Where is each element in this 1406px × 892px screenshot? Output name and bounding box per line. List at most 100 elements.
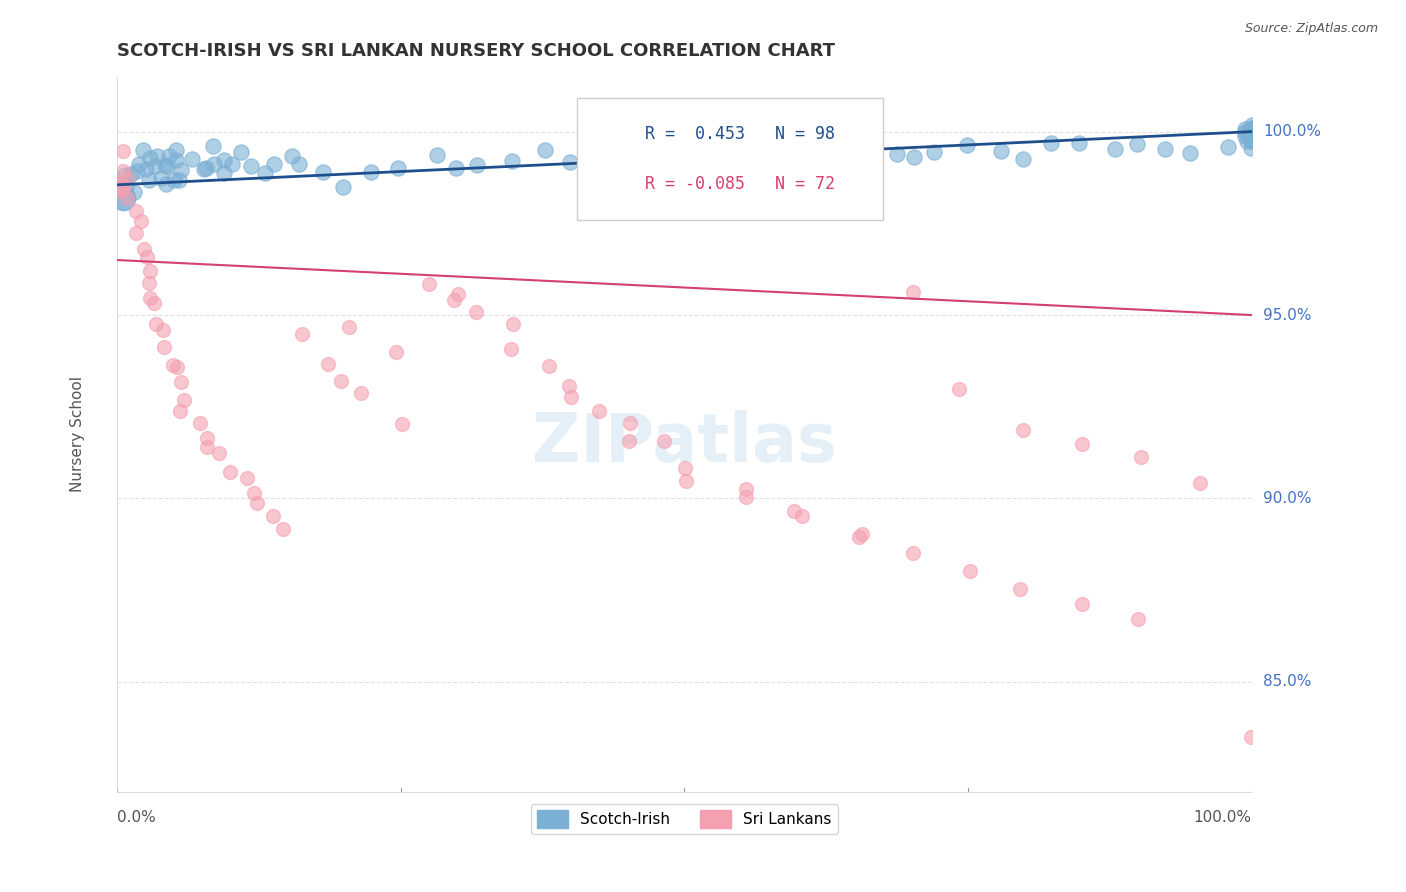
Point [790, 508, 813, 523]
Point [143, 159, 166, 173]
Point [538, 359, 561, 373]
Point [948, 382, 970, 396]
Point [1233, 122, 1256, 136]
Point [132, 144, 155, 158]
Point [619, 416, 641, 430]
Point [122, 186, 145, 200]
Point [501, 342, 523, 356]
Point [166, 359, 188, 374]
Point [135, 250, 157, 264]
Point [253, 166, 276, 180]
Point [125, 204, 148, 219]
Point [696, 142, 718, 156]
Point [1241, 120, 1264, 135]
Text: ZIPatlas: ZIPatlas [531, 410, 837, 476]
Point [155, 158, 177, 172]
Point [1130, 450, 1153, 465]
Point [332, 180, 354, 194]
Text: R = -0.085   N = 72: R = -0.085 N = 72 [644, 175, 835, 193]
Point [1244, 127, 1267, 141]
Point [273, 522, 295, 536]
Text: 95.0%: 95.0% [1263, 308, 1312, 323]
Point [242, 485, 264, 500]
Point [1241, 121, 1264, 136]
Point [193, 161, 215, 176]
Point [142, 296, 165, 310]
Point [188, 416, 211, 430]
Point [789, 138, 811, 153]
Point [734, 490, 756, 504]
Point [316, 357, 339, 371]
Point [114, 169, 136, 183]
Point [115, 171, 138, 186]
Point [581, 160, 603, 174]
Point [112, 163, 135, 178]
Point [125, 226, 148, 240]
Point [110, 179, 132, 194]
Point [169, 404, 191, 418]
Point [153, 340, 176, 354]
Text: R = -0.085   N = 72: R = -0.085 N = 72 [644, 175, 835, 193]
Point [447, 286, 470, 301]
Point [132, 242, 155, 256]
Point [673, 461, 696, 475]
Point [851, 527, 873, 541]
Point [1125, 137, 1147, 152]
Point [418, 277, 440, 291]
Point [229, 145, 252, 160]
Point [1247, 129, 1270, 144]
Point [502, 318, 524, 332]
Point [350, 386, 373, 401]
Point [1240, 731, 1263, 745]
Point [288, 157, 311, 171]
Point [384, 344, 406, 359]
Point [1243, 125, 1265, 139]
Point [1240, 118, 1263, 132]
Point [127, 163, 149, 178]
Point [990, 144, 1012, 158]
Point [337, 320, 360, 334]
Point [1237, 127, 1260, 141]
Point [115, 178, 138, 192]
Point [1241, 122, 1264, 136]
Point [426, 148, 449, 162]
Point [207, 446, 229, 460]
Text: R =  0.453   N = 98: R = 0.453 N = 98 [644, 125, 835, 143]
Point [560, 391, 582, 405]
Point [901, 546, 924, 560]
Point [534, 143, 557, 157]
Point [170, 162, 193, 177]
Text: R =  0.453   N = 98: R = 0.453 N = 98 [644, 125, 835, 143]
Point [1240, 141, 1263, 155]
Point [1247, 121, 1270, 136]
Point [360, 165, 382, 179]
Point [675, 474, 697, 488]
Text: 85.0%: 85.0% [1263, 674, 1312, 690]
Point [813, 146, 835, 161]
Point [672, 152, 695, 166]
Point [1243, 128, 1265, 142]
Point [443, 293, 465, 307]
Point [558, 155, 581, 169]
Point [1008, 582, 1031, 596]
Point [291, 327, 314, 342]
Text: Nursery School: Nursery School [70, 376, 84, 492]
Point [1241, 124, 1264, 138]
Point [139, 152, 162, 166]
Point [652, 161, 675, 175]
Point [120, 167, 142, 181]
Text: SCOTCH-IRISH VS SRI LANKAN NURSERY SCHOOL CORRELATION CHART: SCOTCH-IRISH VS SRI LANKAN NURSERY SCHOO… [117, 42, 835, 60]
Text: Source: ZipAtlas.com: Source: ZipAtlas.com [1244, 22, 1378, 36]
Point [588, 403, 610, 417]
Point [1240, 123, 1263, 137]
Point [1069, 136, 1091, 150]
Point [163, 173, 186, 187]
Point [1249, 127, 1271, 141]
Point [155, 178, 177, 192]
Point [167, 173, 190, 187]
Point [165, 153, 187, 168]
Point [221, 157, 243, 171]
Point [263, 157, 285, 171]
Point [1234, 128, 1257, 143]
Point [162, 358, 184, 372]
